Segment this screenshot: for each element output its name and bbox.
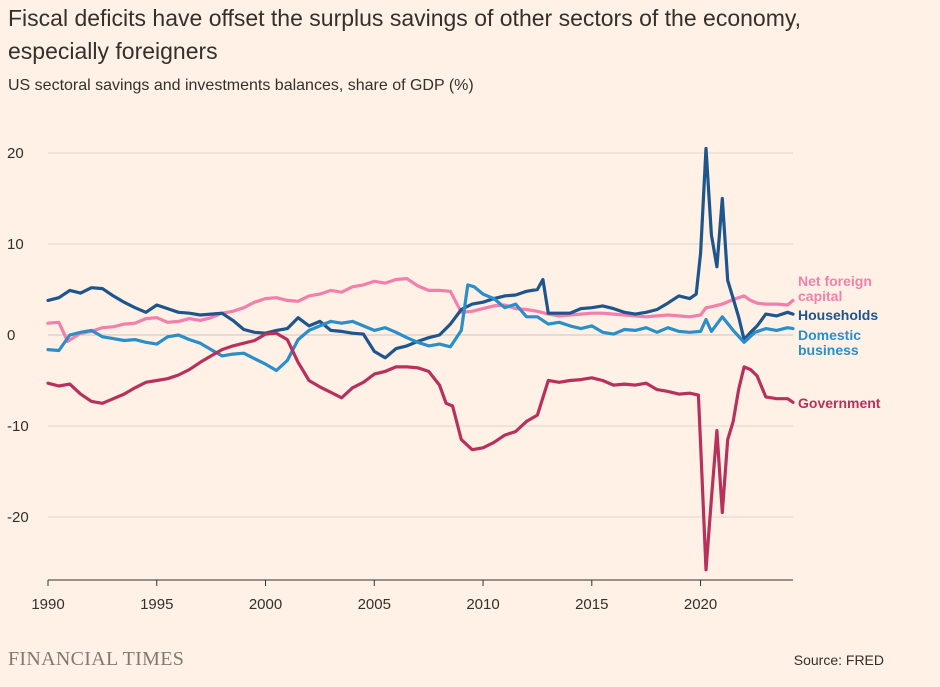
y-tick-label: -20 — [7, 509, 29, 526]
series-label-line: business — [798, 342, 859, 358]
y-tick-label: 0 — [7, 327, 15, 344]
y-tick-label: 20 — [7, 145, 24, 162]
chart-subtitle: US sectoral savings and investments bala… — [8, 77, 474, 94]
x-tick-label: 1995 — [140, 596, 173, 613]
series-label-households: Households — [798, 307, 878, 323]
x-tick-label: 2015 — [575, 596, 608, 613]
series-label-line: capital — [798, 288, 842, 304]
series-label-domestic-business: Domestic business — [798, 327, 861, 358]
series-label-line: Domestic — [798, 327, 861, 343]
x-tick-label: 2000 — [249, 596, 282, 613]
series-label-line: Government — [798, 395, 881, 411]
y-tick-label: 10 — [7, 236, 24, 253]
ft-logo: FINANCIAL TIMES — [8, 648, 185, 670]
series-label-line: Net foreign — [798, 273, 872, 289]
x-tick-label: 1990 — [31, 596, 64, 613]
series-label-net-foreign-capital: Net foreign capital — [798, 273, 872, 304]
x-tick-label: 2010 — [466, 596, 499, 613]
series-label-line: Households — [798, 307, 878, 323]
source-note: Source: FRED — [793, 652, 884, 668]
series-line-government — [46, 331, 795, 572]
series-line-net-foreign-capital — [46, 277, 795, 343]
x-tick-label: 2020 — [684, 596, 717, 613]
series-line-households — [46, 146, 795, 360]
y-tick-label: -10 — [7, 418, 29, 435]
series-line-domestic-business — [46, 283, 795, 373]
series-label-government: Government — [798, 395, 881, 411]
chart-title: Fiscal deficits have offset the surplus … — [8, 5, 802, 64]
x-tick-label: 2005 — [358, 596, 391, 613]
